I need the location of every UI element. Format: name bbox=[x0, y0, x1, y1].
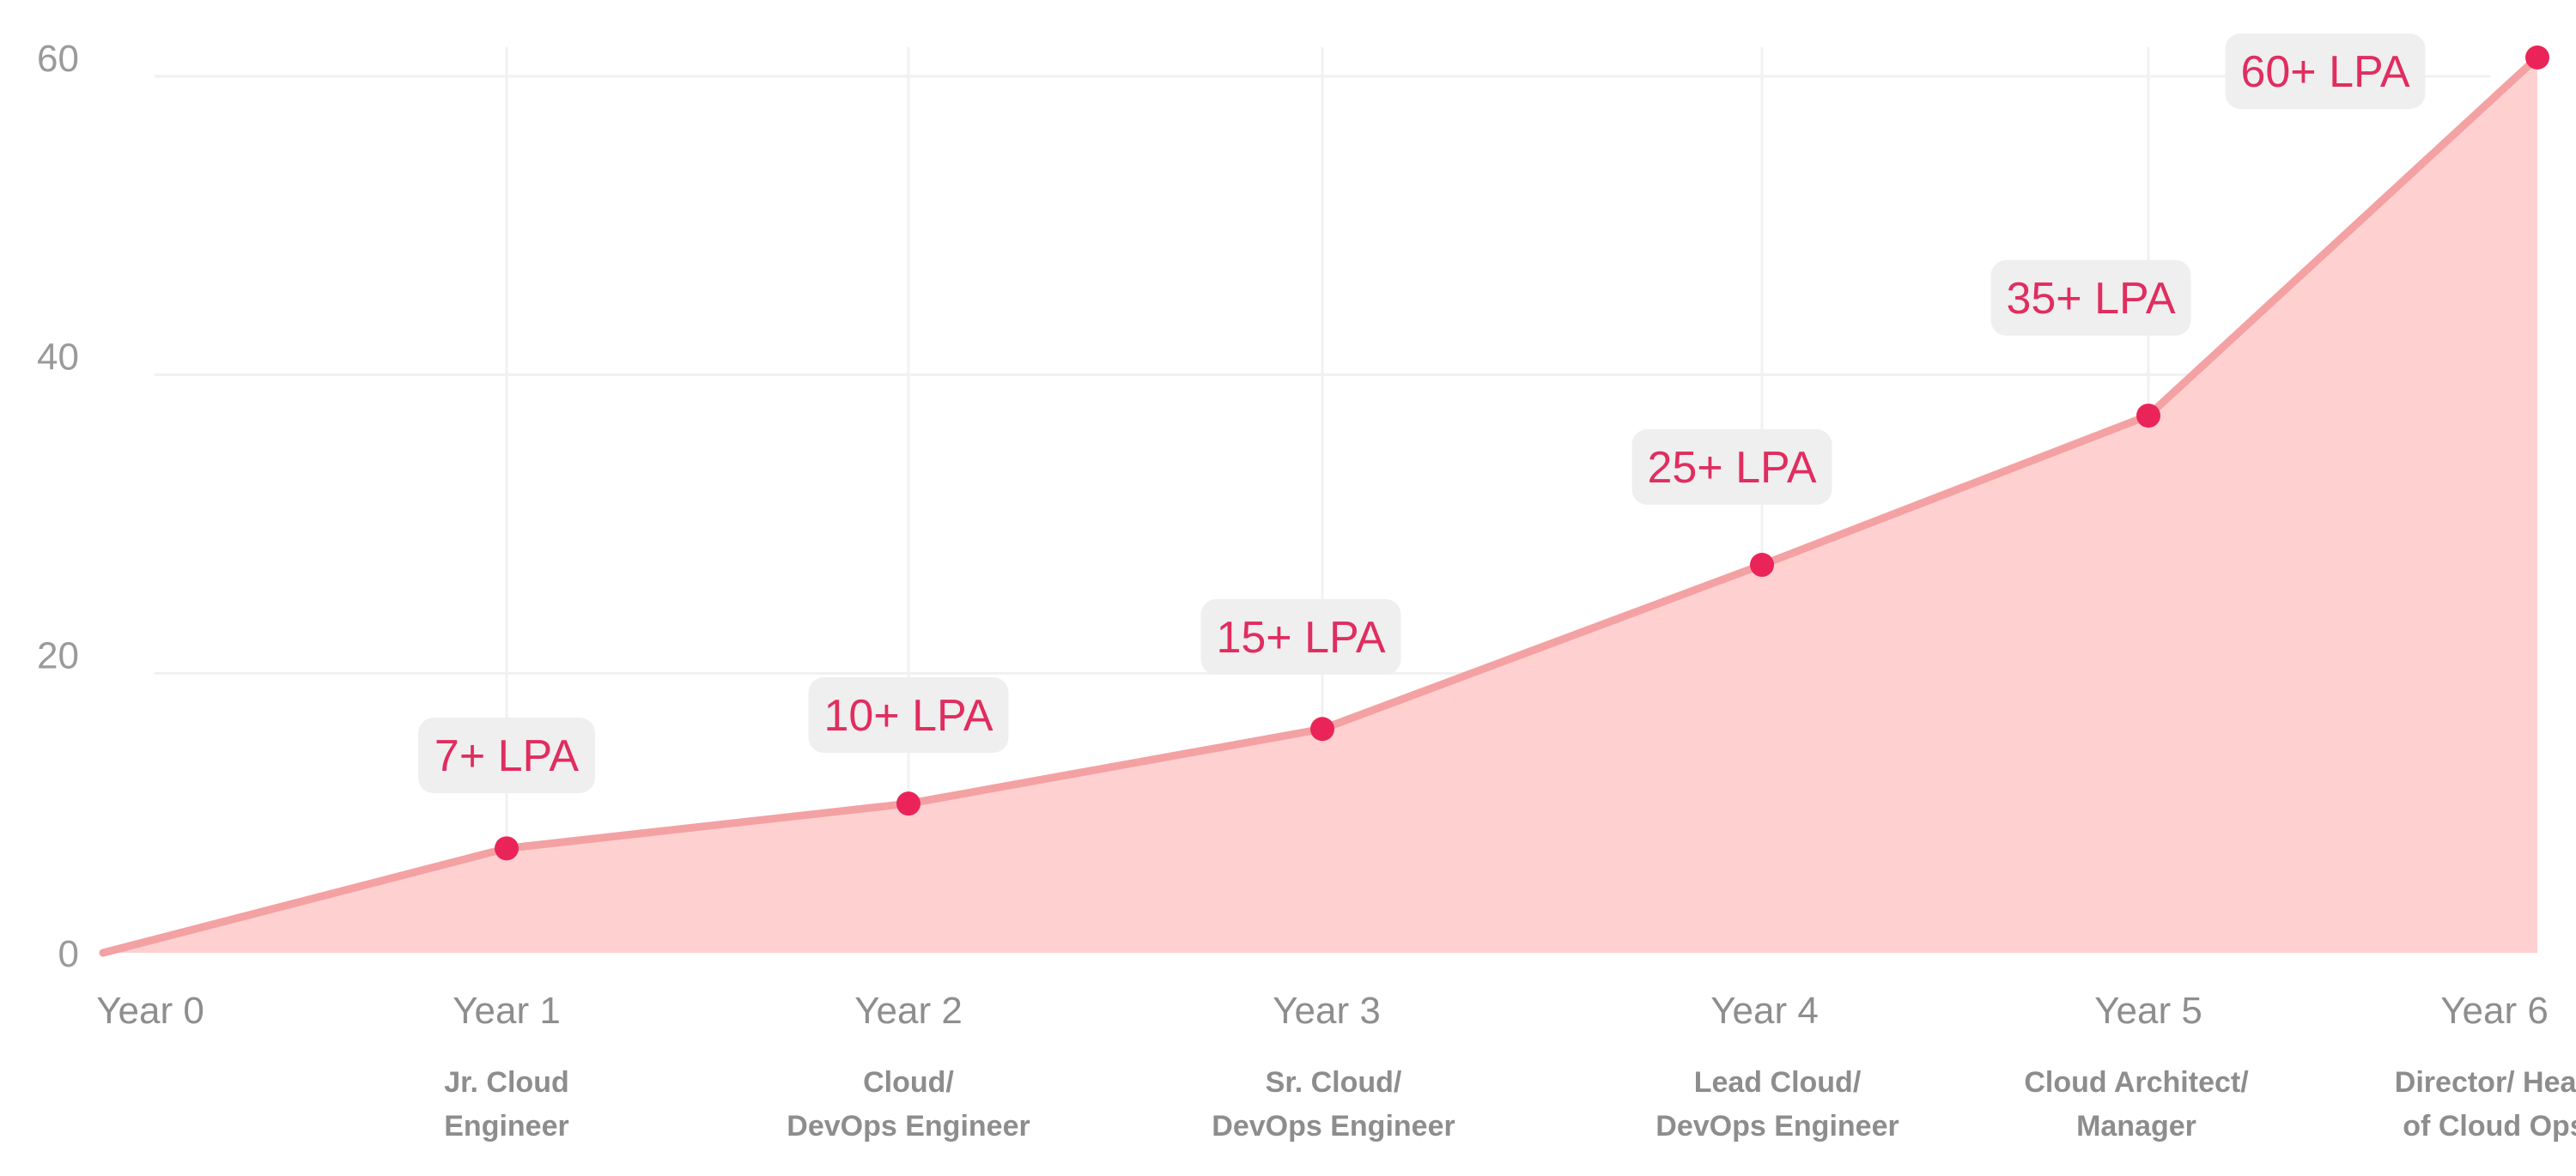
value-label: 7+ LPA bbox=[434, 731, 579, 781]
value-label-pill bbox=[1200, 599, 1401, 675]
point-layer bbox=[495, 45, 2549, 861]
y-tick-label: 60 bbox=[37, 38, 79, 80]
x-tick-label: Year 3 bbox=[1273, 990, 1381, 1032]
x-tick-label: Year 1 bbox=[453, 990, 561, 1032]
value-label-group: 60+ LPA bbox=[2225, 33, 2426, 109]
role-label: Director/ Head bbox=[2395, 1066, 2576, 1099]
value-label-group: 10+ LPA bbox=[808, 677, 1009, 753]
data-point bbox=[1750, 553, 1774, 578]
x-tick-label: Year 5 bbox=[2094, 990, 2202, 1032]
role-label: Cloud/ bbox=[863, 1066, 954, 1099]
value-label-group: 35+ LPA bbox=[1990, 260, 2191, 336]
x-tick-label: Year 0 bbox=[96, 990, 204, 1032]
role-label: DevOps Engineer bbox=[787, 1110, 1030, 1143]
value-label: 60+ LPA bbox=[2240, 47, 2409, 97]
value-label-group: 15+ LPA bbox=[1200, 599, 1401, 675]
data-point bbox=[2525, 45, 2549, 70]
value-label-group: 25+ LPA bbox=[1631, 429, 1832, 505]
value-label-group: 7+ LPA bbox=[418, 718, 595, 793]
role-label: Jr. Cloud bbox=[444, 1066, 568, 1099]
axis-layer: 0 20 40 60 Year 0 Year 1 Year 2 Year 3 Year 4 Yea… bbox=[37, 38, 2576, 1143]
role-label: of Cloud Ops bbox=[2403, 1110, 2576, 1143]
value-label: 25+ LPA bbox=[1647, 443, 1816, 493]
data-point bbox=[1310, 717, 1334, 742]
x-tick-label: Year 6 bbox=[2440, 990, 2549, 1032]
value-label-pill bbox=[1631, 429, 1832, 505]
role-label: Manager bbox=[2076, 1110, 2196, 1143]
data-point bbox=[896, 791, 920, 816]
role-label: Cloud Architect/ bbox=[2024, 1066, 2249, 1099]
area-fill bbox=[103, 58, 2537, 953]
x-tick-label: Year 4 bbox=[1710, 990, 1819, 1032]
data-point bbox=[495, 836, 519, 861]
y-tick-label: 0 bbox=[58, 933, 79, 975]
role-label: DevOps Engineer bbox=[1656, 1110, 1899, 1143]
y-tick-label: 20 bbox=[37, 634, 79, 676]
x-tick-label: Year 2 bbox=[854, 990, 963, 1032]
role-label: Sr. Cloud/ bbox=[1266, 1066, 1402, 1099]
role-label: DevOps Engineer bbox=[1212, 1110, 1455, 1143]
y-tick-label: 40 bbox=[37, 336, 79, 379]
value-label: 35+ LPA bbox=[2006, 274, 2175, 324]
value-label-pill bbox=[418, 718, 595, 793]
role-label: Engineer bbox=[444, 1110, 568, 1143]
value-label: 10+ LPA bbox=[823, 691, 993, 741]
role-label: Lead Cloud/ bbox=[1694, 1066, 1862, 1099]
value-label-pill bbox=[808, 677, 1009, 753]
value-label-pill bbox=[2225, 33, 2426, 109]
value-label-pill bbox=[1990, 260, 2191, 336]
value-label: 15+ LPA bbox=[1216, 613, 1385, 663]
label-layer: 7+ LPA 10+ LPA 15+ LPA 25+ LPA 35+ LPA 60+ LP… bbox=[418, 33, 2426, 793]
area-layer bbox=[99, 53, 2542, 957]
data-point bbox=[2136, 403, 2160, 428]
